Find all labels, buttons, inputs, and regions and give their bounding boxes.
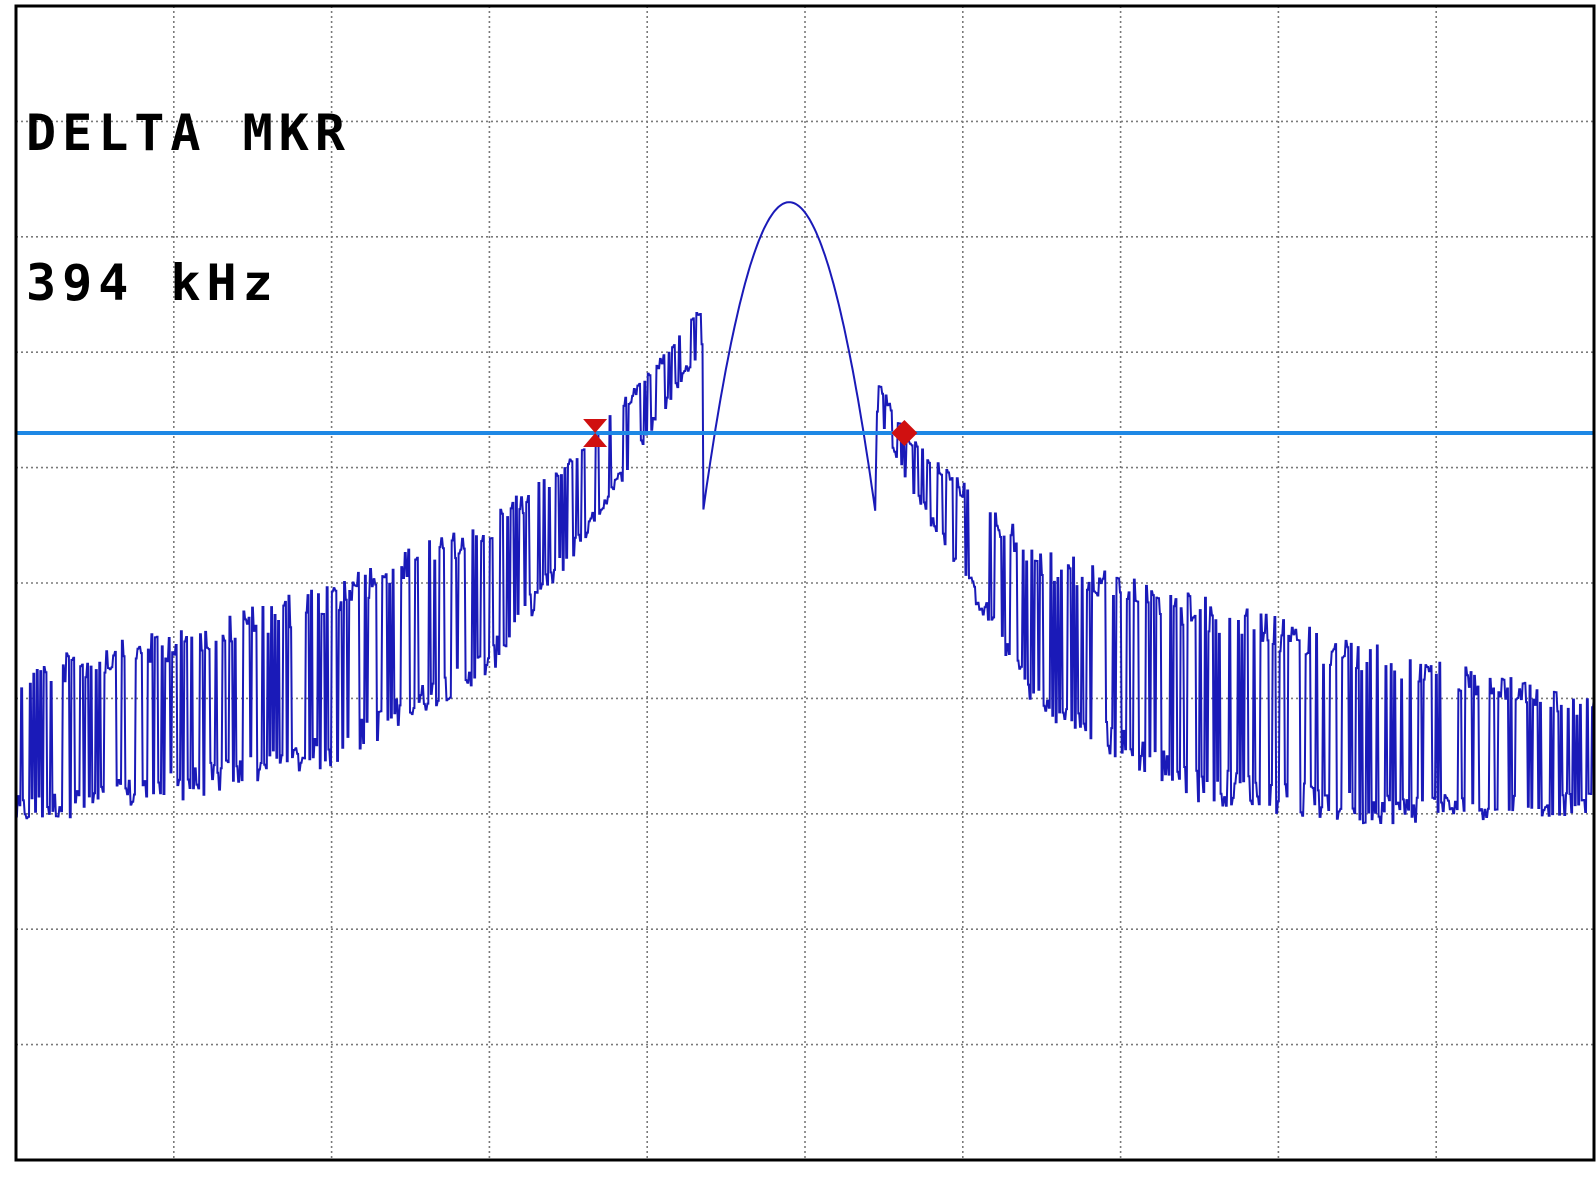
delta-marker-value: 394 kHz (26, 254, 279, 312)
trace-line (15, 201, 1595, 825)
active-marker (891, 419, 918, 446)
delta-marker-label: DELTA MKR (26, 104, 351, 162)
spectrum-trace (15, 201, 1595, 825)
markers (583, 418, 918, 447)
delta-reference-marker (583, 418, 608, 447)
delta-marker-readout: DELTA MKR 394 kHz (26, 8, 351, 358)
screen-frame (14, 4, 1596, 1162)
